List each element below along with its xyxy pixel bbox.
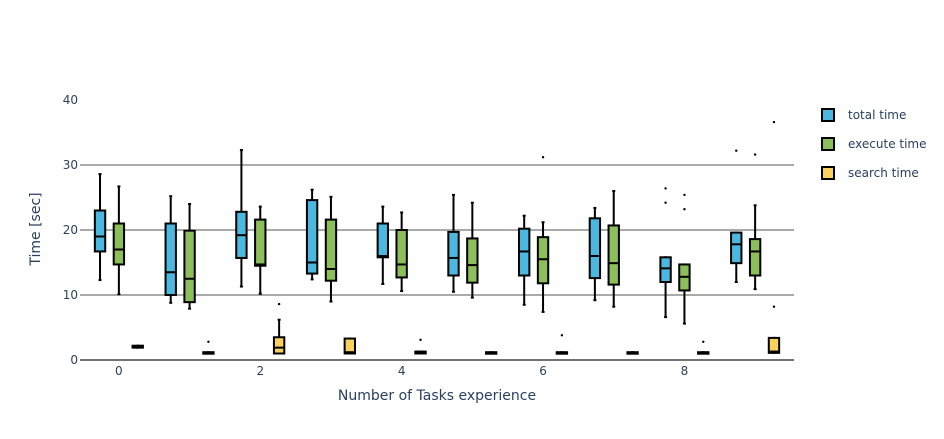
box-execute-time — [112, 185, 126, 296]
box-iqr — [164, 222, 177, 296]
outlier-point — [772, 120, 776, 124]
legend-label: execute time — [848, 137, 927, 151]
outlier-point — [541, 156, 545, 159]
legend-item-search-time[interactable]: search time — [821, 166, 919, 180]
x-tick-label: 0 — [115, 364, 123, 378]
box-total-time — [730, 149, 743, 283]
gridlines — [80, 164, 794, 296]
axes: 0 10 20 30 40 0 2 4 6 8 — [63, 93, 794, 378]
outlier-point — [664, 187, 667, 190]
box-iqr — [659, 256, 672, 283]
box-execute-time — [466, 201, 479, 299]
box-execute-time — [183, 203, 196, 310]
box-execute-time — [395, 211, 408, 293]
box-iqr — [343, 337, 356, 355]
box-search-time — [272, 302, 286, 355]
x-tick-label: 2 — [256, 364, 264, 378]
box-iqr — [183, 229, 196, 304]
x-axis-title: Number of Tasks experience — [338, 388, 536, 404]
outlier-point — [560, 334, 564, 337]
box-search-time — [626, 351, 639, 355]
box-iqr — [324, 218, 338, 282]
box-iqr — [767, 336, 781, 354]
box-search-time — [131, 344, 144, 349]
outlier-point — [772, 305, 776, 308]
outlier-point — [683, 208, 686, 211]
box-execute-time — [324, 195, 338, 303]
box-execute-time — [536, 156, 550, 313]
box-total-time — [376, 205, 389, 285]
box-iqr — [447, 230, 460, 277]
box-iqr — [376, 222, 389, 259]
legend-swatch — [821, 166, 835, 180]
legend-swatch — [821, 137, 835, 151]
x-tick-label: 6 — [539, 364, 547, 378]
box-iqr — [588, 217, 602, 280]
box-iqr — [305, 199, 319, 275]
legend-item-total-time[interactable]: total time — [821, 108, 906, 122]
outlier-point — [753, 153, 757, 156]
box-iqr — [93, 209, 107, 253]
box-execute-time — [607, 190, 620, 308]
box-iqr — [272, 336, 286, 355]
box-total-time — [164, 195, 177, 304]
y-tick-label: 10 — [63, 288, 78, 302]
y-tick-label: 20 — [63, 223, 78, 237]
outlier-point — [419, 338, 422, 342]
box-execute-time — [254, 205, 267, 295]
legend-swatch — [821, 108, 835, 122]
box-iqr — [254, 218, 267, 267]
box-iqr — [112, 222, 126, 266]
outlier-point — [277, 302, 281, 306]
box-search-time — [414, 338, 427, 355]
box-total-time — [93, 173, 107, 282]
outlier-point — [683, 193, 686, 197]
x-tick-label: 4 — [398, 364, 406, 378]
box-total-time — [659, 187, 672, 319]
outlier-point — [664, 201, 667, 204]
y-tick-label: 30 — [63, 158, 78, 172]
box-iqr — [466, 237, 479, 284]
box-iqr — [730, 231, 743, 265]
box-total-time — [588, 206, 602, 302]
legend-label: search time — [848, 166, 919, 180]
box-search-time — [202, 340, 215, 355]
box-search-time — [767, 120, 781, 354]
box-total-time — [305, 188, 319, 281]
outlier-point — [735, 149, 738, 152]
box-search-time — [555, 334, 569, 355]
y-tick-label: 0 — [70, 353, 78, 367]
box-iqr — [395, 229, 408, 279]
legend-label: total time — [848, 108, 906, 122]
x-tick-label: 8 — [681, 364, 689, 378]
outlier-point — [702, 340, 705, 343]
box-execute-time — [678, 193, 691, 325]
y-axis-title: Time [sec] — [28, 192, 44, 266]
box-search-time — [485, 351, 498, 355]
box-marks — [93, 120, 781, 355]
box-search-time — [697, 340, 710, 355]
box-total-time — [518, 214, 531, 306]
box-search-time — [343, 337, 356, 355]
outlier-point — [207, 340, 210, 343]
box-total-time — [235, 149, 248, 288]
box-total-time — [447, 193, 460, 293]
box-iqr — [607, 224, 620, 286]
legend-item-execute-time[interactable]: execute time — [821, 137, 927, 151]
y-tick-label: 40 — [63, 93, 78, 107]
box-execute-time — [748, 153, 762, 291]
legend[interactable]: total time execute time search time — [821, 108, 927, 180]
box-iqr — [748, 238, 762, 277]
